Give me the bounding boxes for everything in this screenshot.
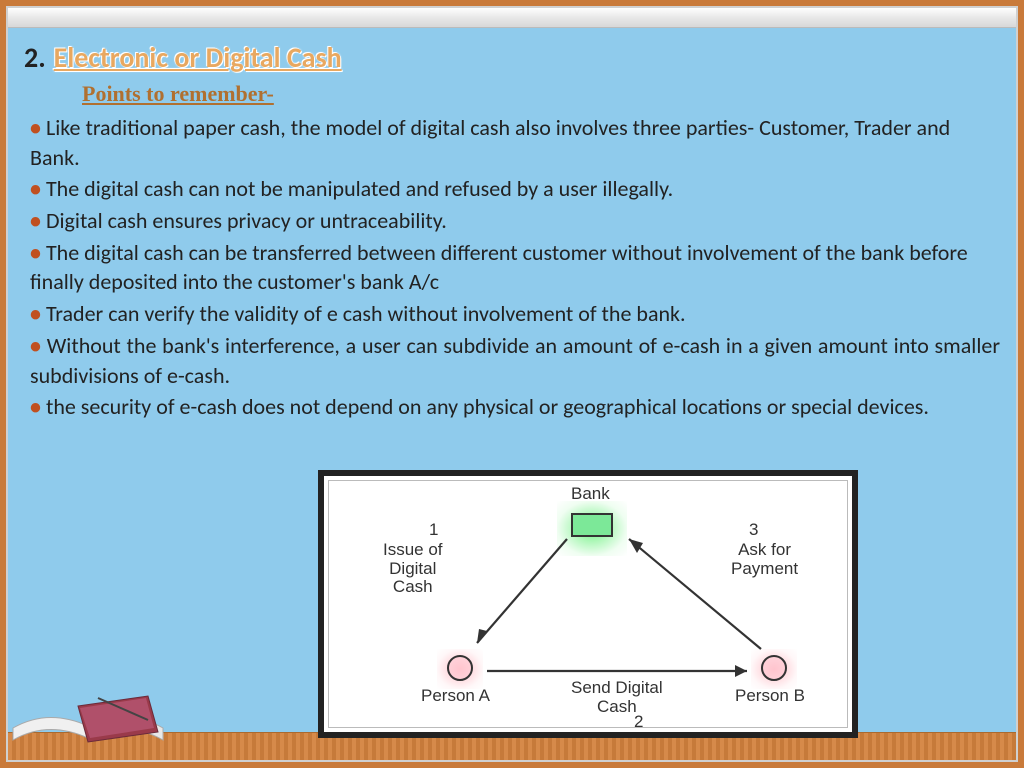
diagram-arrows bbox=[329, 481, 849, 731]
list-item: • The digital cash can not be manipulate… bbox=[30, 174, 1000, 204]
list-item: • The digital cash can be transferred be… bbox=[30, 238, 1000, 297]
subtitle: Points to remember- bbox=[82, 81, 1000, 107]
top-border-strip bbox=[8, 8, 1016, 28]
book-decor-icon bbox=[8, 658, 188, 748]
list-item: • Like traditional paper cash, the model… bbox=[30, 113, 1000, 172]
list-item: • Trader can verify the validity of e ca… bbox=[30, 299, 1000, 329]
bullet-list: • Like traditional paper cash, the model… bbox=[30, 113, 1000, 422]
ecash-diagram: Bank Person A Person B 1 Issue of Digita… bbox=[318, 470, 858, 738]
list-item: • Without the bank's interference, a use… bbox=[30, 331, 1000, 390]
list-item: • the security of e-cash does not depend… bbox=[30, 392, 1000, 422]
section-number: 2. bbox=[24, 40, 46, 75]
slide-frame: 2. Electronic or Digital Cash Points to … bbox=[6, 6, 1018, 762]
list-item: • Digital cash ensures privacy or untrac… bbox=[30, 206, 1000, 236]
title-row: 2. Electronic or Digital Cash bbox=[24, 40, 1000, 75]
slide-content: 2. Electronic or Digital Cash Points to … bbox=[24, 40, 1000, 424]
section-title: Electronic or Digital Cash bbox=[54, 40, 342, 75]
